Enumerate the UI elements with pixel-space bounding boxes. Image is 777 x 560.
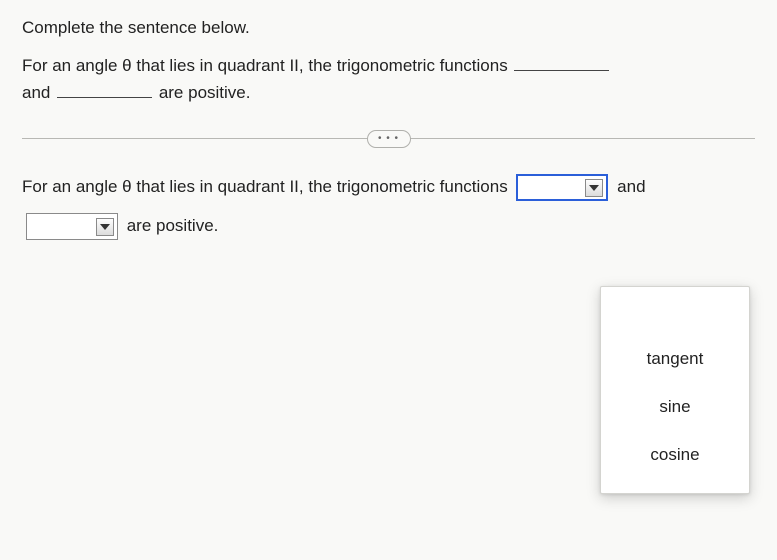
dropdown-1-menu: tangent sine cosine	[600, 286, 750, 494]
dropdown-1[interactable]	[516, 174, 608, 201]
instruction-text: Complete the sentence below.	[22, 18, 755, 38]
section-divider: • • •	[22, 138, 755, 139]
blank-1	[514, 54, 609, 71]
dropdown-2-caret[interactable]	[96, 218, 114, 236]
dropdown-option-tangent[interactable]: tangent	[601, 335, 749, 383]
expand-pill[interactable]: • • •	[367, 130, 411, 148]
dropdown-2[interactable]	[26, 213, 118, 240]
answer-part1: For an angle θ that lies in quadrant II,…	[22, 177, 512, 196]
question-part2: and	[22, 83, 55, 102]
question-prompt: For an angle θ that lies in quadrant II,…	[22, 52, 755, 106]
caret-down-icon	[100, 224, 110, 230]
dropdown-option-sine[interactable]: sine	[601, 383, 749, 431]
answer-and: and	[612, 177, 645, 196]
blank-2	[57, 81, 152, 98]
answer-sentence: For an angle θ that lies in quadrant II,…	[22, 167, 755, 245]
dropdown-option-cosine[interactable]: cosine	[601, 431, 749, 479]
dropdown-1-caret[interactable]	[585, 179, 603, 197]
caret-down-icon	[589, 185, 599, 191]
question-part1: For an angle θ that lies in quadrant II,…	[22, 56, 512, 75]
question-part3: are positive.	[154, 83, 250, 102]
answer-part3: are positive.	[122, 216, 218, 235]
